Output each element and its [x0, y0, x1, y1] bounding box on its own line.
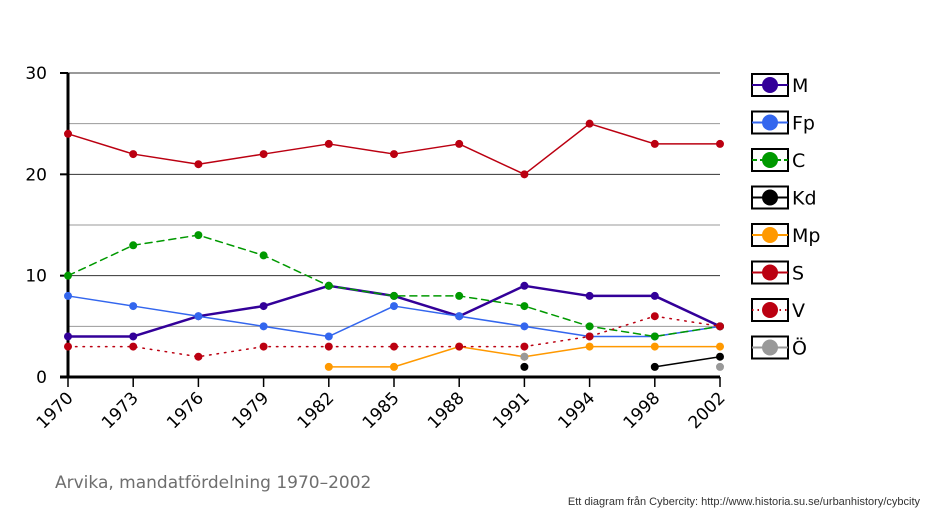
data-point-S [585, 119, 594, 128]
data-point-M [129, 332, 138, 341]
data-point-Ö [520, 352, 529, 361]
data-point-S [324, 139, 333, 148]
data-point-M [650, 291, 659, 300]
data-point-Fp [455, 312, 464, 321]
data-point-Fp [520, 322, 529, 331]
data-point-S [650, 139, 659, 148]
legend-marker [762, 114, 778, 131]
y-tick-label: 0 [36, 368, 47, 388]
credit-text: Ett diagram från Cybercity: http://www.h… [567, 496, 920, 508]
chart-caption: Arvika, mandatfördelning 1970–2002 [55, 473, 372, 493]
legend-label: M [792, 75, 808, 97]
x-tick-label: 1998 [620, 388, 665, 433]
series-line-Fp [67, 295, 721, 338]
legend-label: S [792, 263, 804, 285]
legend-label: C [792, 150, 805, 172]
data-point-C [324, 281, 333, 290]
data-point-Fp [194, 312, 203, 321]
y-tick-label: 30 [25, 64, 47, 84]
data-point-Fp [324, 332, 333, 341]
data-point-Mp [585, 342, 594, 351]
data-point-V [390, 342, 398, 351]
data-point-V [520, 342, 529, 351]
data-point-V [324, 342, 333, 351]
legend-marker [762, 302, 778, 318]
data-point-V [194, 352, 203, 361]
data-point-Mp [716, 342, 724, 351]
data-point-V [585, 332, 594, 341]
legend-marker [762, 152, 778, 168]
data-point-C [455, 291, 464, 300]
data-point-Kd [520, 362, 529, 371]
x-tick-label: 1976 [163, 388, 208, 433]
data-point-C [585, 322, 594, 331]
data-point-Mp [324, 362, 333, 371]
data-point-Mp [390, 362, 398, 371]
x-tick-label: 1982 [294, 388, 339, 433]
legend-label: Mp [792, 225, 820, 247]
data-point-V [129, 342, 138, 351]
data-point-S [259, 150, 268, 159]
data-point-S [716, 139, 724, 148]
legend-label: Fp [792, 113, 815, 135]
y-tick-label: 10 [25, 267, 47, 287]
x-tick-label: 1979 [228, 388, 273, 433]
legend-marker [762, 77, 778, 93]
data-point-Kd [716, 352, 724, 361]
legend-marker [762, 264, 778, 281]
data-point-C [390, 291, 398, 300]
data-point-S [64, 129, 72, 138]
legend-marker [762, 189, 778, 206]
data-point-S [129, 150, 138, 159]
data-point-Kd [650, 362, 659, 371]
data-point-V [716, 322, 724, 331]
x-tick-label: 1994 [554, 388, 599, 433]
data-point-M [64, 332, 72, 341]
series-line-S [67, 122, 720, 176]
data-point-S [390, 150, 398, 159]
data-point-S [520, 170, 529, 179]
series-line-Kd [654, 355, 721, 368]
x-tick-label: 1970 [33, 388, 78, 433]
data-point-Fp [259, 322, 268, 331]
x-tick-label: 1988 [424, 388, 469, 433]
data-point-Ö [716, 362, 724, 371]
data-point-C [259, 251, 268, 260]
legend-label: V [792, 300, 805, 322]
data-point-C [194, 231, 203, 240]
data-point-Mp [650, 342, 659, 351]
data-point-Fp [129, 302, 138, 311]
data-point-C [64, 271, 72, 280]
data-point-M [585, 291, 594, 300]
legend-marker [762, 339, 778, 356]
series-line-C [67, 234, 721, 338]
x-tick-label: 1991 [489, 388, 534, 433]
legend-label: Kd [792, 188, 817, 210]
legend-label: Ö [792, 337, 807, 360]
x-tick-label: 1973 [98, 388, 143, 433]
data-point-M [259, 302, 268, 311]
data-point-Fp [64, 291, 72, 300]
x-tick-label: 2002 [685, 388, 730, 433]
y-tick-label: 20 [25, 165, 47, 185]
legend-marker [762, 227, 778, 243]
data-point-S [455, 139, 464, 148]
x-tick-label: 1985 [359, 388, 404, 433]
data-point-S [194, 160, 203, 169]
data-point-V [64, 342, 72, 351]
data-point-C [650, 332, 659, 341]
data-point-M [520, 281, 529, 290]
data-point-C [520, 302, 529, 311]
data-point-Fp [390, 302, 398, 311]
data-point-C [129, 241, 138, 250]
data-point-V [259, 342, 268, 351]
data-point-V [455, 342, 464, 351]
data-point-V [650, 312, 659, 321]
